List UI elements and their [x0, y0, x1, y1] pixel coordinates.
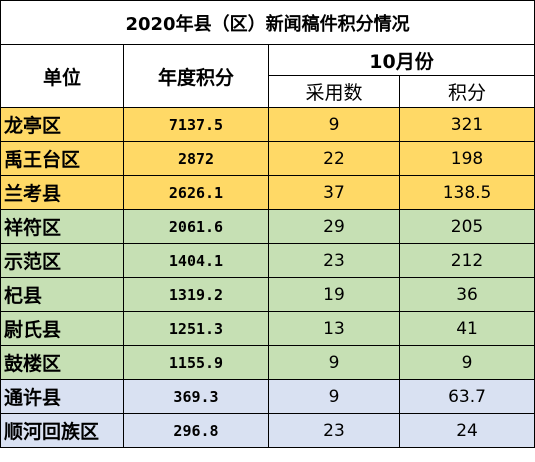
header-unit: 单位	[0, 44, 124, 108]
table-row: 杞县 1319.2 19 36	[0, 277, 535, 312]
table-row: 通许县 369.3 9 63.7	[0, 379, 535, 414]
table-body: 2020年县（区）新闻稿件积分情况 单位 年度积分 10月份 采用数 积分 龙亭…	[0, 0, 535, 448]
cell-adopted: 23	[268, 243, 400, 278]
cell-score: 138.5	[398, 175, 535, 210]
header-score: 积分	[398, 75, 535, 108]
cell-unit: 杞县	[0, 277, 124, 312]
cell-unit: 示范区	[0, 243, 124, 278]
table-row: 龙亭区 7137.5 9 321	[0, 107, 535, 142]
cell-unit: 禹王台区	[0, 141, 124, 176]
table-row: 顺河回族区 296.8 23 24	[0, 413, 535, 448]
cell-score: 9	[398, 345, 535, 380]
cell-score: 63.7	[398, 379, 535, 414]
table-title: 2020年县（区）新闻稿件积分情况	[0, 0, 535, 45]
cell-adopted: 9	[268, 107, 400, 142]
cell-adopted: 9	[268, 379, 400, 414]
cell-annual-score: 1251.3	[123, 311, 269, 346]
header-annual-score: 年度积分	[123, 44, 269, 108]
cell-adopted: 13	[268, 311, 400, 346]
cell-unit: 顺河回族区	[0, 413, 124, 448]
cell-annual-score: 1404.1	[123, 243, 269, 278]
cell-unit: 尉氏县	[0, 311, 124, 346]
table-row: 兰考县 2626.1 37 138.5	[0, 175, 535, 210]
cell-annual-score: 296.8	[123, 413, 269, 448]
header-row-1: 单位 年度积分 10月份	[0, 44, 535, 108]
table-row: 尉氏县 1251.3 13 41	[0, 311, 535, 346]
cell-adopted: 23	[268, 413, 400, 448]
cell-annual-score: 2872	[123, 141, 269, 176]
cell-unit: 兰考县	[0, 175, 124, 210]
cell-score: 24	[398, 413, 535, 448]
cell-annual-score: 1319.2	[123, 277, 269, 312]
score-table: 2020年县（区）新闻稿件积分情况 单位 年度积分 10月份 采用数 积分 龙亭…	[0, 0, 535, 448]
cell-score: 36	[398, 277, 535, 312]
cell-adopted: 22	[268, 141, 400, 176]
cell-annual-score: 2061.6	[123, 209, 269, 244]
cell-annual-score: 369.3	[123, 379, 269, 414]
cell-unit: 龙亭区	[0, 107, 124, 142]
cell-score: 205	[398, 209, 535, 244]
table-row: 鼓楼区 1155.9 9 9	[0, 345, 535, 380]
cell-adopted: 9	[268, 345, 400, 380]
cell-score: 212	[398, 243, 535, 278]
header-row-2: 采用数 积分	[1, 75, 535, 108]
cell-annual-score: 1155.9	[123, 345, 269, 380]
cell-unit: 通许县	[0, 379, 124, 414]
cell-adopted: 29	[268, 209, 400, 244]
header-month: 10月份	[267, 44, 535, 76]
cell-adopted: 19	[268, 277, 400, 312]
cell-annual-score: 7137.5	[123, 107, 269, 142]
cell-annual-score: 2626.1	[123, 175, 269, 210]
cell-unit: 鼓楼区	[0, 345, 124, 380]
table-row: 示范区 1404.1 23 212	[0, 243, 535, 278]
header-adopted: 采用数	[268, 75, 400, 108]
cell-adopted: 37	[268, 175, 400, 210]
table-row: 禹王台区 2872 22 198	[0, 141, 535, 176]
cell-score: 198	[398, 141, 535, 176]
table-row: 祥符区 2061.6 29 205	[0, 209, 535, 244]
cell-unit: 祥符区	[0, 209, 124, 244]
cell-score: 321	[398, 107, 535, 142]
cell-score: 41	[398, 311, 535, 346]
title-row: 2020年县（区）新闻稿件积分情况	[0, 0, 535, 45]
